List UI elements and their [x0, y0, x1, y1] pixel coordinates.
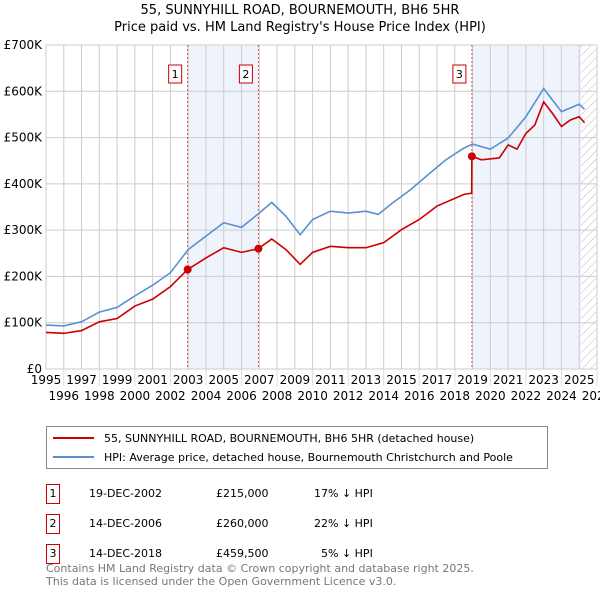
transaction-number: 1	[46, 484, 60, 504]
hpi-line	[45, 87, 586, 327]
x-tick-label: 2026	[582, 389, 600, 403]
y-tick-label: £100K	[4, 316, 44, 330]
x-tick-label: 2001	[137, 373, 168, 387]
shaded-period	[471, 45, 582, 369]
y-tick-label: £400K	[4, 177, 44, 191]
legend-swatch-price	[53, 437, 94, 439]
legend-item-hpi: HPI: Average price, detached house, Bour…	[53, 449, 513, 465]
y-tick-label: £600K	[4, 84, 44, 98]
plot-frame	[45, 44, 598, 370]
x-tick-label: 2012	[333, 389, 364, 403]
x-tick-label: 2010	[297, 389, 328, 403]
x-tick-label: 1997	[66, 373, 97, 387]
transaction-diff: 5% ↓ HPI	[321, 547, 373, 560]
x-tick-label: 2025	[564, 373, 595, 387]
legend-item-price: 55, SUNNYHILL ROAD, BOURNEMOUTH, BH6 5HR…	[53, 430, 474, 446]
x-tick-label: 2023	[528, 373, 559, 387]
chart-title: 55, SUNNYHILL ROAD, BOURNEMOUTH, BH6 5HR	[140, 3, 460, 18]
sale-marker-box	[238, 64, 253, 84]
sale-marker-box	[452, 64, 467, 84]
x-tick-label: 2003	[173, 373, 204, 387]
x-tick-label: 2009	[280, 373, 311, 387]
price-chart: 1995 1996 1997 1998 1999 2000 2001 2002 2003 2004…	[4, 38, 600, 403]
legend-label-price: 55, SUNNYHILL ROAD, BOURNEMOUTH, BH6 5HR…	[104, 431, 475, 445]
transaction-row: 3 14-DEC-2018 £459,500 5% ↓ HPI	[46, 544, 446, 564]
x-tick-label: 2011	[315, 373, 346, 387]
transaction-price: £459,500	[216, 547, 269, 560]
x-tick-label: 2022	[511, 389, 542, 403]
x-tick-label: 2008	[262, 389, 293, 403]
x-tick-label: 2005	[208, 373, 239, 387]
y-tick-label: £700K	[4, 38, 44, 52]
x-tick-label: 1996	[49, 389, 80, 403]
x-tick-label: 1998	[84, 389, 115, 403]
x-tick-label: 1999	[102, 373, 133, 387]
x-tick-label: 2014	[368, 389, 399, 403]
x-tick-label: 2002	[155, 389, 186, 403]
x-tick-label: 2004	[191, 389, 222, 403]
transaction-diff: 22% ↓ HPI	[314, 517, 373, 530]
x-tick-label: 2017	[422, 373, 453, 387]
x-tick-label: 2024	[546, 389, 577, 403]
transaction-diff: 17% ↓ HPI	[314, 487, 373, 500]
transaction-date: 14-DEC-2006	[89, 517, 163, 530]
legend-label-hpi: HPI: Average price, detached house, Bour…	[104, 450, 513, 464]
shaded-period	[187, 45, 259, 369]
x-tick-label: 2020	[475, 389, 506, 403]
x-tick-label: 2000	[120, 389, 151, 403]
transaction-number: 2	[46, 514, 60, 534]
transaction-row: 1 19-DEC-2002 £215,000 17% ↓ HPI	[46, 484, 446, 504]
transaction-date: 14-DEC-2018	[89, 547, 163, 560]
price-line	[45, 100, 586, 335]
x-tick-label: 2016	[404, 389, 435, 403]
transaction-number: 3	[46, 544, 60, 564]
sale-point	[254, 244, 263, 253]
sale-marker-label: 3	[456, 68, 463, 81]
forecast-hatch	[581, 45, 597, 369]
transaction-price: £260,000	[216, 517, 269, 530]
x-tick-label: 1995	[31, 373, 62, 387]
transaction-price: £215,000	[216, 487, 269, 500]
sale-marker-label: 2	[242, 68, 249, 81]
y-tick-label: £200K	[4, 269, 44, 283]
x-tick-label: 2006	[226, 389, 257, 403]
y-tick-label: £300K	[4, 223, 44, 237]
chart-subtitle: Price paid vs. HM Land Registry's House …	[114, 20, 486, 35]
x-tick-label: 2021	[493, 373, 524, 387]
legend-swatch-hpi	[53, 456, 94, 458]
footer-copyright: Contains HM Land Registry data © Crown c…	[46, 562, 474, 575]
sale-marker-label: 1	[172, 68, 179, 81]
sale-point	[467, 152, 476, 161]
x-tick-label: 2018	[440, 389, 471, 403]
footer-licence: This data is licensed under the Open Gov…	[46, 575, 397, 588]
sale-point	[183, 265, 192, 274]
x-tick-label: 2019	[457, 373, 488, 387]
legend: 55, SUNNYHILL ROAD, BOURNEMOUTH, BH6 5HR…	[46, 426, 548, 469]
x-tick-label: 2015	[386, 373, 417, 387]
sale-marker-box	[168, 64, 183, 84]
y-tick-label: £0	[27, 362, 42, 376]
transaction-row: 2 14-DEC-2006 £260,000 22% ↓ HPI	[46, 514, 446, 534]
x-tick-label: 2013	[351, 373, 382, 387]
transaction-date: 19-DEC-2002	[89, 487, 163, 500]
y-tick-label: £500K	[4, 131, 44, 145]
x-tick-label: 2007	[244, 373, 275, 387]
